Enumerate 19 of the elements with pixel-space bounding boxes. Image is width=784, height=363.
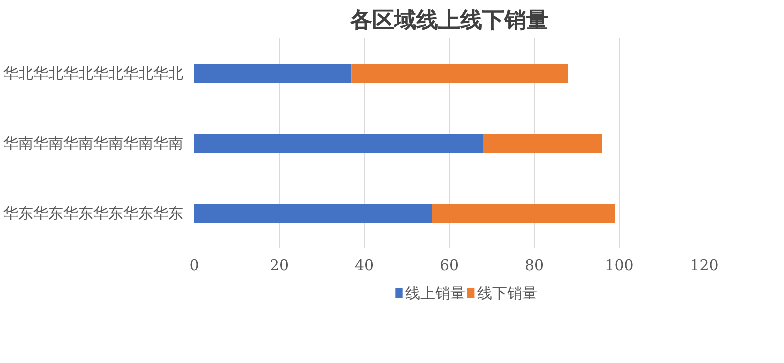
bar <box>352 64 568 83</box>
x-tick-label: 0 <box>190 256 200 274</box>
legend-label: 线上销量 <box>406 284 466 302</box>
x-tick-label: 120 <box>690 256 719 274</box>
chart-title: 各区域线上线下销量 <box>350 8 548 34</box>
y-tick-label: 华东华东华东华东华东华东 <box>4 204 184 222</box>
legend-label: 线下销量 <box>478 284 538 302</box>
bar <box>194 134 484 153</box>
bar <box>194 204 432 223</box>
bar <box>484 134 602 153</box>
x-tick-label: 80 <box>524 256 544 274</box>
x-tick-label: 100 <box>605 256 634 274</box>
x-tick-label: 40 <box>354 256 374 274</box>
y-tick-label: 华南华南华南华南华南华南 <box>4 134 184 152</box>
bar <box>194 64 352 83</box>
bar <box>432 204 616 223</box>
x-tick-label: 20 <box>270 256 290 274</box>
x-tick-label: 60 <box>440 256 460 274</box>
y-tick-label: 华北华北华北华北华北华北 <box>4 64 184 82</box>
